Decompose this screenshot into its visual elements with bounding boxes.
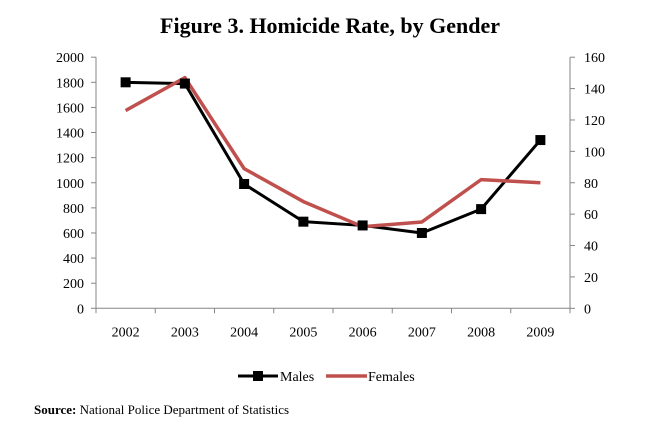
right-y-tick-label: 140 [584, 83, 605, 98]
left-y-tick-label: 1200 [56, 152, 84, 167]
x-tick-label: 2003 [171, 325, 199, 340]
x-tick-label: 2005 [289, 325, 317, 340]
legend-males-marker [253, 371, 263, 381]
left-y-tick-label: 1000 [56, 177, 84, 192]
source-text: National Police Department of Statistics [76, 402, 289, 417]
right-y-tick-label: 40 [584, 240, 598, 255]
males-data-point [179, 78, 190, 89]
legend-males-label: Males [280, 370, 314, 385]
males-data-point [120, 77, 131, 88]
source-note: Source: National Police Department of St… [34, 402, 289, 417]
left-y-tick-label: 0 [77, 302, 84, 317]
source-label: Source: [34, 402, 76, 417]
x-tick-label: 2004 [230, 325, 258, 340]
males-series-line [125, 80, 542, 235]
right-y-tick-label: 80 [584, 177, 598, 192]
females-series-line [124, 75, 541, 229]
males-data-point [535, 135, 546, 146]
right-y-tick-label: 120 [584, 114, 605, 129]
males-data-point [476, 204, 487, 215]
males-data-point [239, 179, 250, 190]
x-tick-label: 2006 [349, 325, 377, 340]
right-y-tick-label: 20 [584, 271, 598, 286]
left-y-tick-label: 1600 [56, 101, 84, 116]
legend-females-label: Females [368, 370, 415, 385]
left-y-tick-label: 200 [63, 277, 84, 292]
left-y-tick-label: 400 [63, 252, 84, 267]
chart-title: Figure 3. Homicide Rate, by Gender [160, 13, 500, 38]
males-data-point [357, 220, 368, 231]
legend: Males Females [238, 370, 415, 385]
x-tick-label: 2009 [526, 325, 554, 340]
x-tick-label: 2007 [408, 325, 436, 340]
left-y-tick-label: 2000 [56, 51, 84, 66]
x-tick-label: 2008 [467, 325, 495, 340]
x-tick-label: 2002 [112, 325, 140, 340]
males-data-point [298, 216, 309, 227]
right-y-tick-label: 60 [584, 208, 598, 223]
left-y-tick-label: 1800 [56, 76, 84, 91]
right-y-tick-label: 100 [584, 145, 605, 160]
left-y-tick-label: 800 [63, 202, 84, 217]
left-y-tick-label: 1400 [56, 127, 84, 142]
males-data-point [416, 227, 427, 238]
right-y-tick-label: 0 [584, 302, 591, 317]
left-y-tick-label: 600 [63, 227, 84, 242]
right-y-tick-label: 160 [584, 51, 605, 66]
